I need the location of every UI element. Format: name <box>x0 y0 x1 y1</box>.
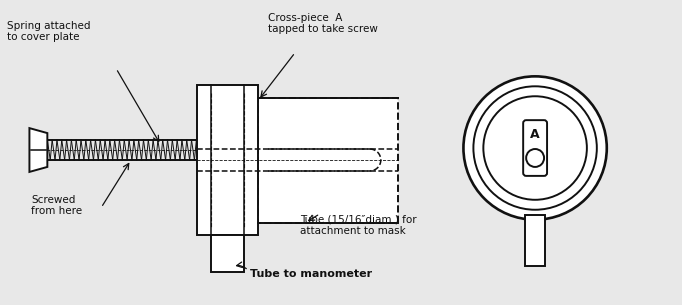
Text: Tube (15/16″diam.) for
attachment to mask: Tube (15/16″diam.) for attachment to mas… <box>300 215 417 236</box>
Bar <box>258 98 398 223</box>
Text: A: A <box>531 127 540 141</box>
Text: Cross-piece  A
tapped to take screw: Cross-piece A tapped to take screw <box>268 13 379 34</box>
Circle shape <box>526 149 544 167</box>
Polygon shape <box>29 128 47 172</box>
Text: Spring attached
to cover plate: Spring attached to cover plate <box>7 21 90 42</box>
Circle shape <box>473 86 597 210</box>
Circle shape <box>464 76 607 220</box>
Bar <box>211 235 244 272</box>
Bar <box>525 215 545 267</box>
Text: Screwed
from here: Screwed from here <box>31 195 83 217</box>
Text: Tube to manometer: Tube to manometer <box>250 269 372 279</box>
Circle shape <box>484 96 587 200</box>
Bar <box>196 85 258 235</box>
FancyBboxPatch shape <box>523 120 547 176</box>
